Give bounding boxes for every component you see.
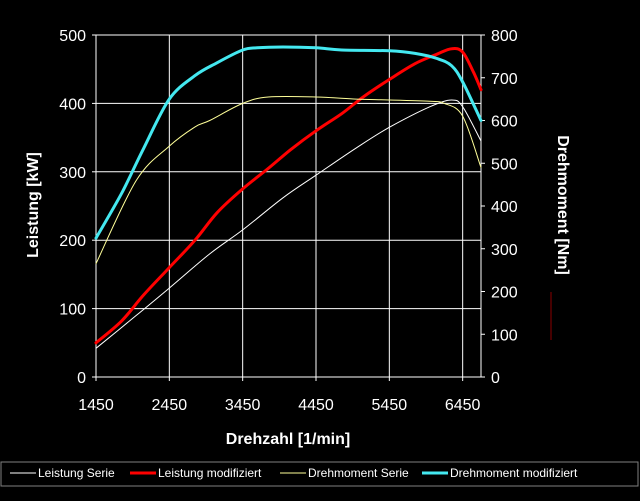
x-axis-ticks: 1450 2450 3450 4450 5450 6450 — [78, 377, 481, 414]
x-axis-title: Drehzahl [1/min] — [226, 431, 350, 448]
series-lines — [94, 45, 483, 349]
series-line-3 — [94, 45, 483, 240]
left-tick-label: 0 — [77, 370, 86, 387]
left-tick-label: 100 — [59, 302, 86, 319]
right-tick-label: 600 — [491, 114, 518, 131]
right-axis-title: Drehmoment [Nm] — [554, 135, 571, 275]
series-line-0 — [95, 99, 482, 349]
legend: Leistung Serie Leistung modifiziert Drehmo… — [10, 466, 578, 480]
x-tick-label: 2450 — [152, 397, 188, 414]
right-tick-label: 0 — [491, 370, 500, 387]
right-tick-label: 100 — [491, 327, 518, 344]
x-tick-label: 4450 — [298, 397, 334, 414]
right-tick-label: 700 — [491, 71, 518, 88]
legend-box — [0, 461, 639, 487]
right-tick-label: 800 — [491, 28, 518, 45]
left-tick-label: 300 — [59, 165, 86, 182]
x-tick-label: 3450 — [225, 397, 261, 414]
legend-label-0: Leistung Serie — [38, 466, 115, 480]
x-tick-label: 1450 — [78, 397, 114, 414]
right-tick-label: 400 — [491, 199, 518, 216]
x-tick-label: 6450 — [445, 397, 481, 414]
left-tick-label: 200 — [59, 233, 86, 250]
right-tick-label: 200 — [491, 285, 518, 302]
legend-label-2: Drehmoment Serie — [308, 466, 409, 480]
left-axis-ticks: 0 100 200 300 400 500 — [59, 28, 96, 387]
left-axis-title: Leistung [kW] — [25, 152, 42, 258]
right-tick-label: 500 — [491, 156, 518, 173]
grid — [95, 34, 481, 378]
left-tick-label: 400 — [59, 96, 86, 113]
x-tick-label: 5450 — [372, 397, 408, 414]
series-line-1 — [94, 47, 483, 345]
legend-label-1: Leistung modifiziert — [158, 466, 262, 480]
right-axis-ticks: 0 100 200 300 400 500 600 700 800 — [481, 28, 518, 387]
left-tick-label: 500 — [59, 28, 86, 45]
right-tick-label: 300 — [491, 242, 518, 259]
series-line-2 — [95, 95, 482, 265]
legend-label-3: Drehmoment modifiziert — [450, 466, 578, 480]
